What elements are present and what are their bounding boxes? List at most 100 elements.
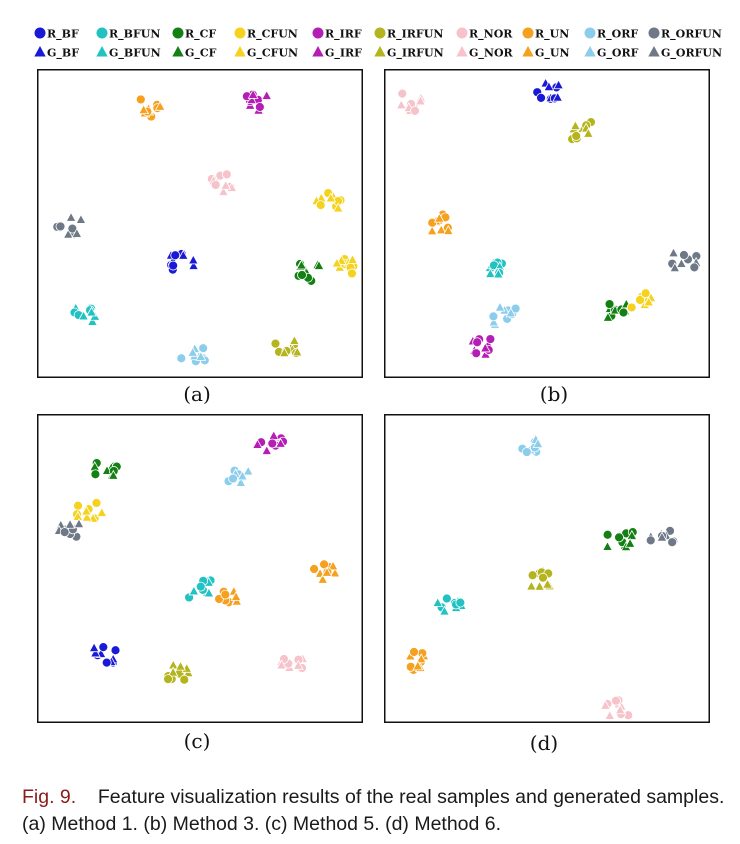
point-gen-irfun: [291, 346, 303, 357]
point-gen-bf: [177, 249, 189, 260]
point-gen-irfun: [525, 580, 537, 591]
point-real-bf: [110, 645, 121, 656]
point-gen-irfun: [542, 578, 553, 589]
point-gen-nor: [292, 659, 304, 670]
point-gen-cfun: [80, 505, 92, 516]
point-gen-nor: [395, 99, 407, 110]
point-gen-bfun: [203, 587, 215, 598]
legend-gen-marker: [96, 46, 108, 57]
point-gen-orfun: [668, 247, 679, 258]
point-gen-bf: [553, 79, 564, 90]
point-real-orf: [228, 473, 238, 484]
legend-real-marker: [96, 27, 108, 39]
legend-gen-marker: [584, 46, 596, 57]
point-gen-cfun: [96, 506, 108, 517]
panel-b: [384, 69, 710, 378]
point-gen-orf: [242, 465, 254, 476]
point-real-bfun: [441, 593, 452, 604]
point-gen-orfun: [676, 257, 687, 268]
point-gen-nor: [220, 179, 232, 190]
point-real-irfun: [270, 338, 281, 349]
legend-gen-label: G_IRF: [325, 47, 362, 61]
legend-real-label: R_BF: [47, 28, 79, 42]
point-real-irf: [471, 348, 482, 359]
point-gen-bfun: [78, 310, 89, 321]
point-gen-irfun: [570, 120, 581, 131]
point-real-irfun: [163, 674, 173, 685]
point-gen-bfun: [86, 306, 97, 317]
legend-gen-marker: [374, 46, 386, 57]
point-gen-orf: [532, 438, 544, 448]
point-real-irfun: [538, 572, 548, 583]
point-real-cfun: [73, 500, 83, 511]
point-gen-cfun: [331, 257, 343, 268]
legend-real-marker: [648, 27, 660, 39]
point-real-un: [409, 647, 419, 657]
point-gen-nor: [415, 95, 426, 106]
point-real-bf: [98, 642, 109, 653]
point-gen-orfun: [75, 213, 87, 224]
legend-real-label: R_ORF: [597, 28, 638, 42]
point-gen-bf: [543, 81, 555, 92]
point-real-bf: [170, 250, 181, 261]
point-gen-irfun: [534, 580, 546, 591]
point-gen-un: [412, 660, 424, 671]
legend: R_BF G_BF R_BFUN G_BFUN R_CF G_CF R_CFUN G_CFUN…: [34, 27, 722, 61]
legend-gen-marker: [312, 46, 324, 57]
legend-gen-label: G_CFUN: [247, 47, 298, 61]
point-gen-un: [317, 573, 329, 584]
point-gen-cfun: [81, 511, 93, 522]
point-gen-irfun: [288, 334, 300, 345]
point-real-orfun: [645, 535, 656, 546]
point-real-orfun: [59, 527, 70, 538]
point-real-cf: [297, 270, 307, 280]
point-real-un: [427, 217, 438, 228]
point-gen-irf: [479, 342, 491, 353]
point-real-cfun: [635, 295, 645, 305]
point-gen-cfun: [643, 296, 655, 307]
point-gen-nor: [276, 659, 287, 670]
point-gen-nor: [599, 699, 611, 710]
point-real-un: [309, 564, 320, 574]
point-gen-un: [433, 212, 445, 223]
point-gen-orfun: [71, 227, 83, 238]
point-real-cf: [604, 299, 615, 309]
point-gen-irf: [261, 444, 273, 455]
point-real-cf: [90, 469, 101, 480]
legend-real-marker: [172, 27, 184, 39]
point-gen-nor: [614, 704, 626, 715]
legend-real-label: R_NOR: [469, 28, 513, 42]
point-real-cfun: [640, 288, 651, 299]
legend-gen-marker: [172, 46, 184, 57]
point-real-cf: [618, 307, 629, 318]
point-real-irf: [485, 334, 496, 344]
legend-real-label: R_UN: [535, 28, 569, 42]
point-real-cfun: [315, 200, 326, 211]
point-gen-orfun: [73, 518, 85, 529]
point-real-irf: [472, 337, 483, 348]
point-gen-bfun: [87, 315, 98, 326]
legend-real-marker: [374, 27, 386, 39]
point-gen-bf: [188, 259, 199, 270]
legend-gen-label: G_ORF: [597, 47, 639, 61]
point-gen-irfun: [582, 127, 594, 138]
point-real-bf: [168, 260, 179, 271]
point-gen-cf: [296, 259, 307, 270]
point-real-nor: [410, 105, 420, 116]
point-gen-irf: [275, 437, 287, 448]
point-real-nor: [210, 180, 221, 190]
legend-gen-marker: [648, 46, 660, 57]
point-real-orf: [521, 447, 532, 457]
point-real-orfun: [55, 221, 66, 232]
panel-d: [384, 414, 710, 723]
point-gen-orf: [235, 476, 247, 487]
point-gen-irf: [261, 89, 273, 100]
point-gen-cf: [602, 540, 613, 551]
panel-a-label: (a): [183, 382, 211, 406]
legend-real-marker: [34, 27, 46, 39]
point-gen-cf: [624, 537, 636, 548]
point-real-un: [220, 589, 231, 600]
point-real-orf: [176, 353, 187, 364]
legend-real-marker: [312, 27, 324, 39]
point-real-orf: [198, 343, 209, 354]
